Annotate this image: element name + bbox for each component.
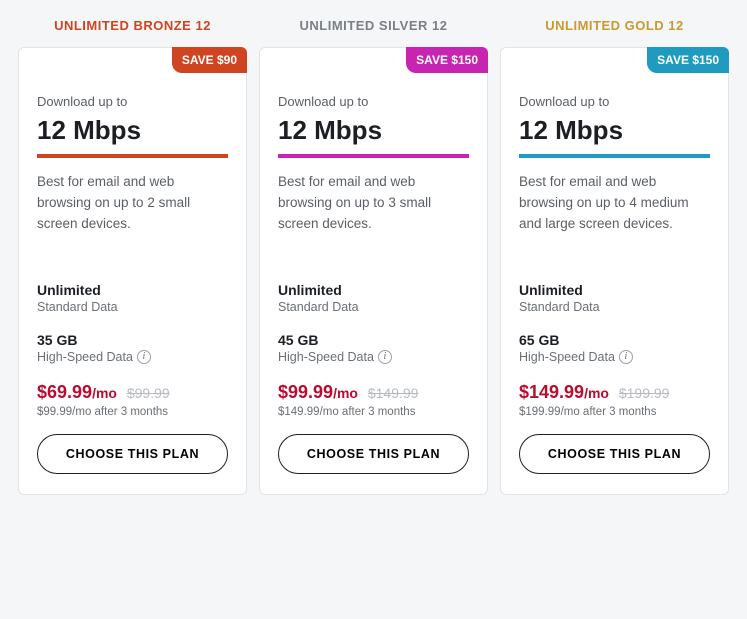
price: $99.99 [278, 382, 333, 402]
download-label: Download up to [37, 94, 228, 109]
plan-card: SAVE $90 Download up to 12 Mbps Best for… [18, 47, 247, 495]
data-sub-row: High-Speed Data i [519, 350, 710, 364]
data-sub: High-Speed Data [278, 350, 374, 364]
save-badge: SAVE $150 [647, 47, 729, 73]
speed-value: 12 Mbps [37, 115, 228, 146]
unlimited-block: Unlimited Standard Data [37, 282, 228, 314]
save-badge: SAVE $150 [406, 47, 488, 73]
info-icon[interactable]: i [619, 350, 633, 364]
data-sub-row: High-Speed Data i [37, 350, 228, 364]
data-block: 45 GB High-Speed Data i [278, 332, 469, 364]
unlimited-label: Unlimited [278, 282, 469, 298]
choose-plan-button[interactable]: CHOOSE THIS PLAN [37, 434, 228, 474]
plan-description: Best for email and web browsing on up to… [37, 172, 228, 264]
unlimited-sub: Standard Data [519, 300, 710, 314]
plan-title: UNLIMITED GOLD 12 [500, 8, 729, 47]
unlimited-block: Unlimited Standard Data [519, 282, 710, 314]
price-line: $99.99/mo $149.99 [278, 382, 469, 403]
data-amount: 65 GB [519, 332, 710, 348]
data-sub-row: High-Speed Data i [278, 350, 469, 364]
per-month: /mo [92, 385, 117, 401]
price-line: $149.99/mo $199.99 [519, 382, 710, 403]
strike-price: $149.99 [368, 385, 419, 401]
download-label: Download up to [278, 94, 469, 109]
unlimited-block: Unlimited Standard Data [278, 282, 469, 314]
plan-title: UNLIMITED BRONZE 12 [18, 8, 247, 47]
data-amount: 45 GB [278, 332, 469, 348]
price-line: $69.99/mo $99.99 [37, 382, 228, 403]
download-label: Download up to [519, 94, 710, 109]
choose-plan-button[interactable]: CHOOSE THIS PLAN [278, 434, 469, 474]
price: $149.99 [519, 382, 584, 402]
unlimited-sub: Standard Data [278, 300, 469, 314]
info-icon[interactable]: i [378, 350, 392, 364]
strike-price: $199.99 [619, 385, 670, 401]
accent-bar [37, 154, 228, 158]
pricing-plans: UNLIMITED BRONZE 12 SAVE $90 Download up… [0, 0, 747, 513]
after-text: $199.99/mo after 3 months [519, 406, 710, 418]
accent-bar [278, 154, 469, 158]
plan-card: SAVE $150 Download up to 12 Mbps Best fo… [500, 47, 729, 495]
per-month: /mo [584, 385, 609, 401]
per-month: /mo [333, 385, 358, 401]
after-text: $99.99/mo after 3 months [37, 406, 228, 418]
plan-bronze: UNLIMITED BRONZE 12 SAVE $90 Download up… [18, 8, 247, 495]
speed-value: 12 Mbps [278, 115, 469, 146]
unlimited-label: Unlimited [37, 282, 228, 298]
unlimited-label: Unlimited [519, 282, 710, 298]
accent-bar [519, 154, 710, 158]
plan-gold: UNLIMITED GOLD 12 SAVE $150 Download up … [500, 8, 729, 495]
plan-description: Best for email and web browsing on up to… [519, 172, 710, 264]
unlimited-sub: Standard Data [37, 300, 228, 314]
choose-plan-button[interactable]: CHOOSE THIS PLAN [519, 434, 710, 474]
data-sub: High-Speed Data [519, 350, 615, 364]
plan-card: SAVE $150 Download up to 12 Mbps Best fo… [259, 47, 488, 495]
data-amount: 35 GB [37, 332, 228, 348]
after-text: $149.99/mo after 3 months [278, 406, 469, 418]
data-block: 35 GB High-Speed Data i [37, 332, 228, 364]
save-badge: SAVE $90 [172, 47, 247, 73]
info-icon[interactable]: i [137, 350, 151, 364]
data-sub: High-Speed Data [37, 350, 133, 364]
plan-title: UNLIMITED SILVER 12 [259, 8, 488, 47]
speed-value: 12 Mbps [519, 115, 710, 146]
data-block: 65 GB High-Speed Data i [519, 332, 710, 364]
price: $69.99 [37, 382, 92, 402]
plan-silver: UNLIMITED SILVER 12 SAVE $150 Download u… [259, 8, 488, 495]
strike-price: $99.99 [127, 385, 170, 401]
plan-description: Best for email and web browsing on up to… [278, 172, 469, 264]
